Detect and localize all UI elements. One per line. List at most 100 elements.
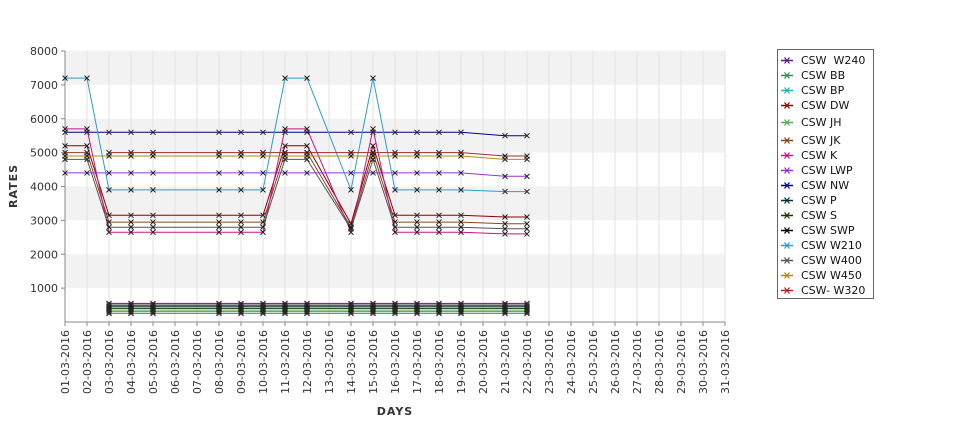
data-point <box>260 170 266 176</box>
data-point <box>106 129 112 136</box>
data-point <box>84 129 90 136</box>
data-point <box>216 229 222 236</box>
data-point <box>370 303 376 310</box>
data-point <box>392 170 398 176</box>
legend-label: CSW DW <box>801 99 850 112</box>
legend-marker-icon <box>781 287 793 294</box>
x-tick-label: 15-03-2016 <box>367 330 380 394</box>
data-point <box>150 187 156 193</box>
data-point <box>282 170 288 176</box>
data-point <box>128 229 134 236</box>
data-point <box>348 187 354 193</box>
legend-label: CSW NW <box>801 179 850 192</box>
data-point <box>216 149 222 156</box>
data-point <box>62 75 68 81</box>
data-point <box>392 212 398 219</box>
data-point <box>282 303 288 310</box>
data-point <box>304 303 310 310</box>
data-point <box>260 219 266 225</box>
series-line <box>65 172 527 177</box>
x-tick-label: 21-03-2016 <box>499 330 512 394</box>
data-point <box>238 229 244 236</box>
data-point <box>260 224 266 231</box>
x-tick-label: 16-03-2016 <box>389 330 402 394</box>
legend-marker-icon <box>781 182 793 189</box>
x-tick-label: 07-03-2016 <box>191 330 204 394</box>
data-point <box>524 188 530 195</box>
x-tick-label: 03-03-2016 <box>103 330 116 394</box>
data-point <box>62 129 68 136</box>
data-point <box>216 303 222 310</box>
legend-marker-icon <box>781 227 793 234</box>
data-point <box>84 142 90 149</box>
data-point <box>436 187 442 193</box>
data-point <box>524 302 530 308</box>
data-point <box>524 220 530 227</box>
legend-item: CSW JK <box>778 133 874 148</box>
data-point <box>260 302 266 308</box>
x-tick-label: 29-03-2016 <box>675 330 688 394</box>
y-tick-label: 6000 <box>30 113 58 126</box>
x-tick-label: 04-03-2016 <box>125 330 138 394</box>
data-point <box>304 170 310 176</box>
legend-item: CSW BB <box>778 68 874 83</box>
legend-label: CSW W240 <box>801 54 866 67</box>
data-point <box>370 302 376 308</box>
data-point <box>524 173 530 180</box>
data-point <box>502 302 508 308</box>
x-tick-label: 28-03-2016 <box>653 330 666 394</box>
x-tick-label: 25-03-2016 <box>587 330 600 394</box>
x-tick-label: 08-03-2016 <box>213 330 226 394</box>
legend-item: CSW BP <box>778 83 874 98</box>
legend-item: CSW S <box>778 208 874 223</box>
data-point <box>414 219 420 225</box>
data-point <box>524 231 530 237</box>
data-point <box>524 225 530 232</box>
x-tick-label: 05-03-2016 <box>147 330 160 394</box>
data-point <box>392 149 398 156</box>
data-point <box>128 149 134 156</box>
legend-label: CSW- W320 <box>801 284 866 297</box>
legend-item: CSW W240 <box>778 53 874 68</box>
data-point <box>304 302 310 308</box>
data-point <box>106 187 112 193</box>
data-point <box>238 129 244 136</box>
data-point <box>282 129 288 136</box>
data-point <box>238 219 244 225</box>
x-tick-label: 13-03-2016 <box>323 330 336 394</box>
data-point <box>150 303 156 310</box>
legend-item: CSW P <box>778 193 874 208</box>
data-point <box>370 142 376 149</box>
data-point <box>436 303 442 310</box>
data-point <box>348 170 354 176</box>
data-point <box>150 170 156 176</box>
series-line <box>65 128 527 235</box>
data-point <box>260 303 266 310</box>
legend-item: CSW JH <box>778 115 874 130</box>
data-point <box>62 142 68 149</box>
x-axis-label: DAYS <box>377 405 413 418</box>
data-point <box>260 149 266 156</box>
legend-label: CSW JH <box>801 116 842 129</box>
data-point <box>238 303 244 310</box>
data-point <box>304 129 310 136</box>
data-point <box>458 224 464 231</box>
legend: CSW W240 CSW BB CSW BP CSW DW CSW JH CSW JK CS… <box>777 49 874 299</box>
legend-label: CSW BB <box>801 69 846 82</box>
data-point <box>436 212 442 219</box>
data-point <box>304 75 310 81</box>
x-tick-label: 17-03-2016 <box>411 330 424 394</box>
data-point <box>414 149 420 156</box>
data-point <box>502 173 508 180</box>
x-tick-label: 19-03-2016 <box>455 330 468 394</box>
data-point <box>106 224 112 231</box>
data-point <box>216 129 222 136</box>
x-tick-label: 10-03-2016 <box>257 330 270 394</box>
data-point <box>150 224 156 231</box>
data-point <box>348 224 354 231</box>
x-tick-label: 12-03-2016 <box>301 330 314 394</box>
data-point <box>436 129 442 136</box>
data-point <box>458 219 464 225</box>
y-tick-label: 4000 <box>30 181 58 194</box>
